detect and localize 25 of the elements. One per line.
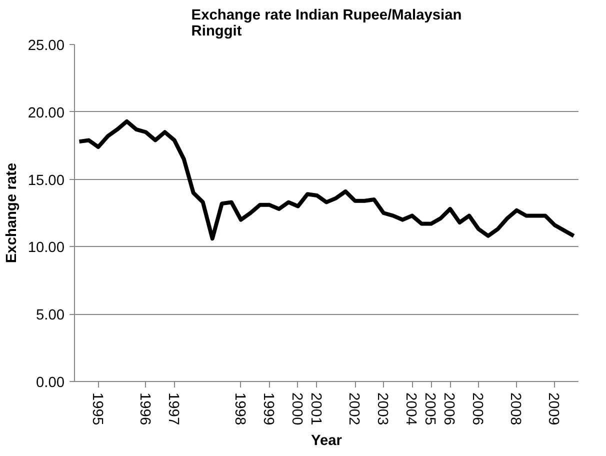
x-tick-label: 2009 bbox=[545, 392, 562, 426]
y-tick-label: 15.00 bbox=[28, 172, 65, 189]
y-tick-label: 25.00 bbox=[28, 38, 65, 54]
x-tick-label: 1999 bbox=[260, 392, 276, 426]
x-tick-label: 1997 bbox=[164, 392, 181, 426]
chart-title: Exchange rate Indian Rupee/Malaysian Ringgit bbox=[191, 8, 462, 40]
y-tick-label: 0.00 bbox=[36, 375, 65, 391]
x-tick-label: 1996 bbox=[136, 392, 152, 426]
x-tick-label: 2002 bbox=[346, 392, 362, 426]
x-tick-label: 2008 bbox=[507, 392, 524, 426]
x-tick-label: 2001 bbox=[307, 392, 324, 426]
x-tick-label: 1998 bbox=[231, 392, 248, 426]
y-tick-label: 5.00 bbox=[36, 308, 65, 324]
x-tick-label: 2000 bbox=[288, 392, 304, 426]
x-tick-label: 2006 bbox=[469, 392, 486, 426]
x-tick-label: 2004 bbox=[402, 392, 419, 426]
x-axis-title: Year bbox=[311, 433, 342, 450]
line-series bbox=[77, 119, 576, 241]
x-tick-label: 2006 bbox=[440, 392, 457, 426]
y-axis-title: Exchange rate bbox=[4, 162, 20, 264]
y-tick-label: 10.00 bbox=[28, 240, 65, 256]
x-tick-label: 1995 bbox=[88, 392, 105, 426]
x-tick-label: 2003 bbox=[374, 392, 390, 426]
x-tick-label: 2005 bbox=[422, 392, 438, 426]
y-tick-label: 20.00 bbox=[28, 105, 65, 122]
